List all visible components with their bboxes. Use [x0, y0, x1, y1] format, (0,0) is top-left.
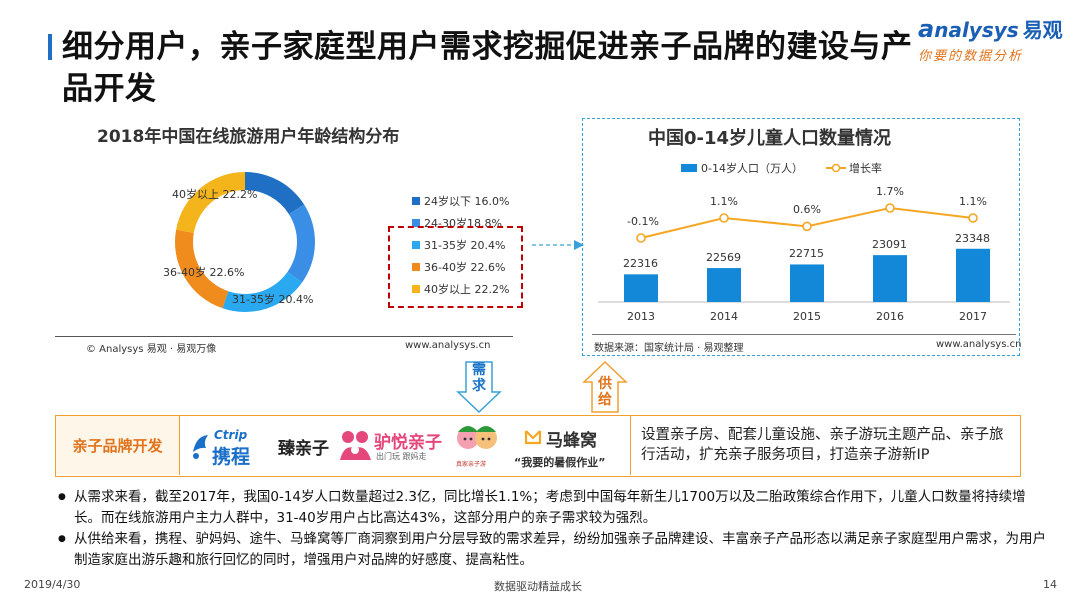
tuniu-sub: 真家亲子游: [456, 461, 487, 468]
growth-value-label: 1.1%: [710, 195, 738, 208]
x-tick-label: 2017: [959, 310, 987, 323]
donut-legend-item: 36-40岁 22.6%: [412, 259, 505, 275]
brand-description: 设置亲子房、配套儿童设施、亲子游玩主题产品、亲子旅行活动，扩充亲子服务项目，打造…: [630, 416, 1020, 475]
donut-legend-swatch: [412, 197, 420, 205]
left-chart-title: 2018年中国在线旅游用户年龄结构分布: [97, 127, 400, 147]
growth-value-label: 1.1%: [959, 195, 987, 208]
x-tick-label: 2014: [710, 310, 738, 323]
donut-legend-item: 31-35岁 20.4%: [412, 237, 505, 253]
left-chart-source: © Analysys 易观 · 易观万像: [86, 344, 217, 355]
mafengwo-logo: 马蜂窝 “我要的暑假作业”: [514, 424, 630, 472]
bar-value-label: 22569: [706, 251, 741, 265]
lvyue-logo: 驴悦亲子 出门玩 跟妈走: [338, 422, 448, 470]
bar-value-label: 22715: [789, 247, 824, 261]
page-number: 14: [1043, 578, 1057, 591]
connector-arrow: [532, 240, 584, 250]
donut-slice-4: [176, 172, 245, 233]
mafengwo-name: 马蜂窝: [546, 431, 597, 451]
donut-slice-1: [287, 204, 315, 283]
x-tick-label: 2013: [627, 310, 655, 323]
footer-date: 2019/4/30: [24, 578, 81, 591]
ctrip-en: Ctrip: [214, 428, 248, 442]
bar-value-label: 23091: [872, 238, 907, 252]
brand-band-label: 亲子品牌开发: [56, 416, 180, 475]
legend-growth-swatch: [826, 163, 846, 173]
footer-slogan: 数据驱动精益成长: [494, 580, 582, 593]
donut-legend-label: 24岁以下 16.0%: [424, 195, 510, 208]
growth-value-label: 0.6%: [793, 203, 821, 217]
growth-value-label: -0.1%: [627, 215, 659, 228]
analysys-logo: analysys 易观 你要的数据分析: [918, 14, 1068, 70]
right-chart-title: 中国0-14岁儿童人口数量情况: [648, 128, 892, 149]
demand-label: 需求: [472, 362, 486, 394]
supply-label: 供给: [598, 376, 612, 408]
brand-band: 亲子品牌开发 Ctrip 携程 臻亲子 驴悦亲子 出门玩 跟妈走 真家亲子游 马…: [55, 415, 1021, 477]
bullet-demand: 从需求来看，截至2017年，我国0-14岁人口数量超过2.3亿，同比增长1.1%…: [58, 487, 1048, 529]
donut-legend-swatch: [412, 263, 420, 271]
donut-legend-swatch: [412, 241, 420, 249]
bullet-supply: 从供给来看，携程、驴妈妈、途牛、马蜂窝等厂商洞察到用户分层导致的需求差异，纷纷加…: [58, 529, 1048, 571]
bar-value-label: 23348: [955, 231, 990, 245]
mafengwo-slogan: “我要的暑假作业”: [514, 456, 606, 469]
right-chart-panel: [582, 118, 1020, 356]
right-chart-site: www.analysys.cn: [936, 339, 1022, 350]
highlight-box: [388, 226, 523, 308]
growth-value-label: 1.7%: [876, 185, 904, 198]
donut-legend-label: 36-40岁 22.6%: [424, 261, 506, 274]
dolphin-icon: [193, 435, 208, 459]
x-tick-label: 2016: [876, 310, 904, 323]
logo-tagline: 你要的数据分析: [918, 49, 1024, 64]
zhen-qinzi-logo: 臻亲子: [278, 439, 329, 459]
donut-legend-label: 31-35岁 20.4%: [424, 239, 506, 252]
legend-population-swatch: [681, 164, 697, 172]
family-icon: [340, 431, 371, 460]
kids-icon: [457, 426, 497, 449]
right-chart-divider: [592, 334, 1016, 335]
donut-slice-label: 36-40岁 22.6%: [163, 266, 245, 279]
left-chart-divider: [55, 336, 513, 337]
lvyue-sub: 出门玩 跟妈走: [376, 452, 427, 461]
legend-population: 0-14岁人口（万人）: [681, 160, 803, 176]
donut-legend-swatch: [412, 285, 420, 293]
logo-wordmark: analysys 易观: [918, 15, 1063, 43]
donut-legend-item: 40岁以上 22.2%: [412, 281, 509, 297]
summary-bullets: 从需求来看，截至2017年，我国0-14岁人口数量超过2.3亿，同比增长1.1%…: [58, 487, 1048, 571]
legend-growth: 增长率: [826, 160, 882, 176]
bar-value-label: 22316: [623, 257, 658, 271]
ctrip-cn: 携程: [212, 446, 251, 468]
supply-arrow: [582, 360, 628, 413]
left-chart-site: www.analysys.cn: [405, 340, 491, 351]
lvyue-name: 驴悦亲子: [374, 433, 442, 453]
donut-slice-label: 31-35岁 20.4%: [232, 293, 314, 306]
donut-legend-swatch: [412, 219, 420, 227]
page-title: 细分用户，亲子家庭型用户需求挖掘促进亲子品牌的建设与产品开发: [62, 29, 913, 107]
donut-slice-label: 40岁以上 22.2%: [172, 188, 258, 201]
title-accent-bar: [48, 34, 52, 60]
x-tick-label: 2015: [793, 310, 821, 323]
donut-legend-item: 24岁以下 16.0%: [412, 193, 509, 209]
ctrip-logo: Ctrip 携程: [190, 426, 272, 468]
mafengwo-icon: [524, 430, 542, 445]
donut-legend-label: 40岁以上 22.2%: [424, 283, 510, 296]
right-chart-source: 数据来源：国家统计局 · 易观整理: [594, 343, 744, 354]
demand-arrow: [456, 361, 502, 414]
tuniu-logo: 真家亲子游: [454, 422, 504, 472]
